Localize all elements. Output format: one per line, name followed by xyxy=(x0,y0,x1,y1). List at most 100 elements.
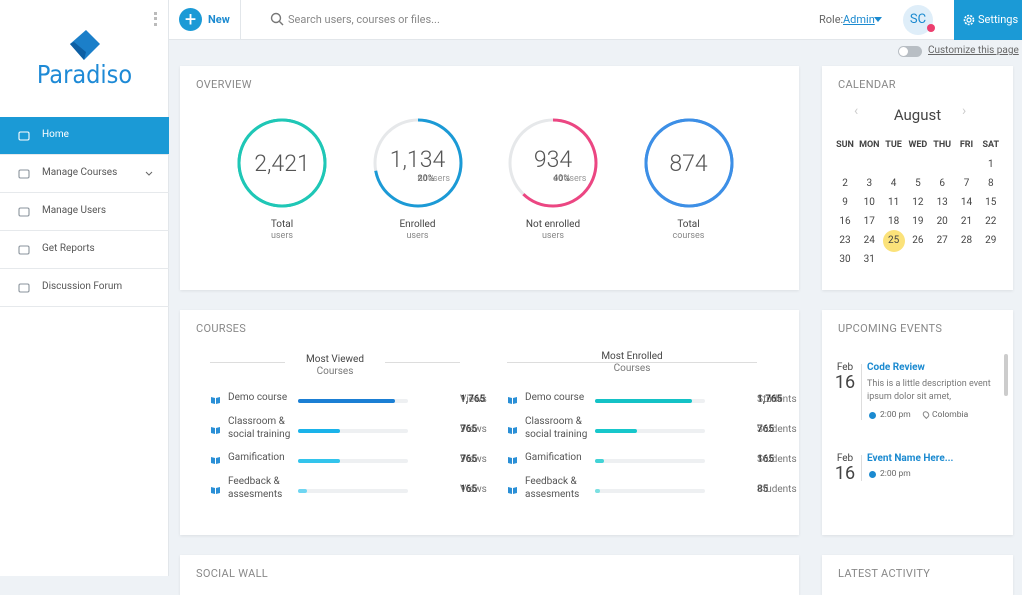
day[interactable]: 19 xyxy=(912,216,924,227)
bar-track xyxy=(595,489,705,493)
event-title[interactable]: Code Review xyxy=(867,362,925,373)
role-label: Role: xyxy=(819,13,844,26)
icon-shape xyxy=(508,457,517,464)
bar-track xyxy=(595,459,705,463)
day[interactable]: 24 xyxy=(863,235,875,246)
avatar[interactable]: SC xyxy=(903,5,933,35)
day[interactable]: 28 xyxy=(960,235,973,246)
icon-shape xyxy=(211,457,220,464)
stat-label: Not enrolled xyxy=(525,219,581,230)
day[interactable]: 27 xyxy=(936,235,948,246)
card-title: SOCIAL WALL xyxy=(196,567,269,580)
day[interactable]: 14 xyxy=(960,197,973,208)
day[interactable]: 7 xyxy=(963,178,970,189)
ring-arc xyxy=(237,118,327,208)
day[interactable]: 10 xyxy=(863,197,875,208)
day[interactable]: 1 xyxy=(987,159,994,170)
list-subtitle: Courses xyxy=(613,363,651,374)
prev-month[interactable]: ‹ xyxy=(854,103,859,119)
value-unit: Views xyxy=(460,424,487,435)
event-description: This is a little description event ipsum… xyxy=(867,379,991,402)
day[interactable]: 22 xyxy=(985,216,997,227)
day[interactable]: 15 xyxy=(985,197,997,208)
customize-link[interactable]: Customize this page xyxy=(928,45,1019,56)
menu-item[interactable]: Home xyxy=(0,117,169,155)
icon-shape xyxy=(508,397,517,404)
day[interactable]: 20 xyxy=(936,216,948,227)
day[interactable]: 26 xyxy=(912,235,924,246)
day[interactable]: 29 xyxy=(985,235,997,246)
month-label: August xyxy=(893,106,942,124)
course-icon xyxy=(211,427,220,434)
day[interactable]: 25 xyxy=(887,235,900,246)
menu-item[interactable]: Manage Courses xyxy=(0,155,169,193)
event-title[interactable]: Event Name Here... xyxy=(867,453,954,464)
search-input[interactable]: Search users, courses or files... xyxy=(288,13,440,26)
course-name: Feedback & assesments xyxy=(525,476,580,500)
bar xyxy=(298,429,341,433)
search-icon xyxy=(270,12,284,26)
day[interactable]: 18 xyxy=(887,216,900,227)
new-button[interactable]: New xyxy=(208,13,230,26)
logo-text: Paradiso xyxy=(36,60,133,89)
sidebar-menu-dots[interactable] xyxy=(154,12,157,26)
event-location: Colombia xyxy=(932,410,969,420)
day[interactable]: 13 xyxy=(936,197,948,208)
bar-track xyxy=(298,489,408,493)
event-rule xyxy=(861,364,862,420)
bar xyxy=(298,399,395,403)
value-number: 165 xyxy=(460,484,478,495)
role-select[interactable]: Admin xyxy=(843,13,875,26)
day[interactable]: 6 xyxy=(939,178,945,189)
day[interactable]: 3 xyxy=(866,178,873,189)
stat-ring xyxy=(237,118,327,208)
stat-percent-text: of users xyxy=(417,174,451,184)
stat-sublabel: users xyxy=(270,231,294,241)
weekday: SUN xyxy=(836,140,854,150)
day[interactable]: 16 xyxy=(839,216,851,227)
course-icon xyxy=(211,487,220,494)
day[interactable]: 8 xyxy=(987,178,994,189)
menu-item[interactable]: Manage Users xyxy=(0,193,169,231)
menu-item[interactable]: Discussion Forum xyxy=(0,269,169,307)
divider xyxy=(240,0,241,40)
notification-dot xyxy=(927,24,935,32)
stat-label: Total xyxy=(270,219,294,230)
day[interactable]: 2 xyxy=(842,178,848,189)
icon-shape xyxy=(211,427,220,434)
day[interactable]: 31 xyxy=(863,254,875,265)
day[interactable]: 17 xyxy=(863,216,875,227)
list-title: Most Viewed xyxy=(285,354,385,365)
menu-item[interactable]: Get Reports xyxy=(0,231,169,269)
day[interactable]: 4 xyxy=(890,178,897,189)
social-wall-card: SOCIAL WALL xyxy=(180,555,799,595)
settings-label: Settings xyxy=(978,13,1019,26)
course-name: Classroom & social training xyxy=(228,416,291,440)
next-month[interactable]: › xyxy=(962,103,967,119)
menu-label: Discussion Forum xyxy=(42,281,123,292)
day[interactable]: 9 xyxy=(842,197,848,208)
day[interactable]: 5 xyxy=(915,178,921,189)
day[interactable]: 11 xyxy=(887,197,900,208)
value-unit: Students xyxy=(757,394,797,405)
day[interactable]: 12 xyxy=(912,197,924,208)
day[interactable]: 21 xyxy=(960,216,973,227)
course-name: Demo course xyxy=(525,392,585,403)
new-button-icon[interactable]: + xyxy=(179,8,202,31)
icon-shape xyxy=(18,283,30,293)
customize-toggle[interactable] xyxy=(898,46,922,57)
caret xyxy=(874,17,882,22)
overview-card: OVERVIEW 2,421 Total users 1,134 20% of user… xyxy=(180,66,799,290)
icon-shape xyxy=(18,169,30,179)
course-name: Gamification xyxy=(525,452,582,463)
value-number: 765 xyxy=(460,424,478,435)
event-month: Feb xyxy=(836,453,854,464)
stat-value: 1,134 xyxy=(389,146,446,173)
settings-button[interactable]: Settings xyxy=(954,0,1022,40)
day[interactable]: 23 xyxy=(839,235,851,246)
icon-shape xyxy=(18,207,30,217)
weekday: FRI xyxy=(959,140,974,150)
day[interactable]: 30 xyxy=(839,254,851,265)
list-rule xyxy=(507,362,757,363)
